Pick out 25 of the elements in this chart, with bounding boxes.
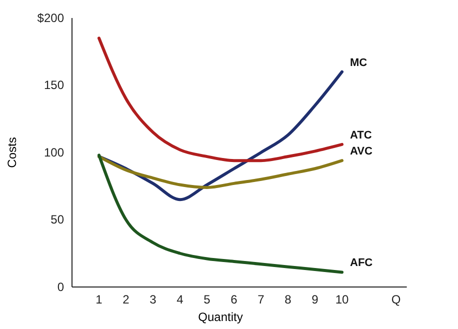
y-tick-label: 100: [44, 145, 64, 160]
x-tick-label: 1: [96, 292, 103, 307]
y-tick-label: $200: [37, 10, 64, 25]
x-tick-label: Q: [391, 292, 401, 307]
y-axis-title: Costs: [5, 137, 19, 168]
x-tick-label: 3: [150, 292, 157, 307]
x-tick-label: 5: [204, 292, 211, 307]
series-label: AFC: [350, 257, 373, 270]
x-axis-title: Quantity: [198, 310, 243, 324]
x-tick-label: 10: [335, 292, 349, 307]
y-tick-label: 50: [50, 212, 64, 227]
x-tick-label: 7: [258, 292, 265, 307]
y-tick-label: 150: [44, 78, 64, 92]
x-tick-label: 8: [284, 292, 292, 307]
x-tick-label: 9: [312, 292, 319, 307]
x-tick-label: 2: [122, 292, 130, 307]
series-label: AVC: [350, 146, 372, 158]
x-tick-label: 4: [176, 292, 184, 307]
line-series: [98, 36, 344, 162]
line-series: [98, 154, 344, 274]
line-series: [98, 155, 344, 189]
x-tick-label: 6: [230, 292, 238, 307]
series-label: MC: [350, 56, 368, 69]
series-label: ATC: [350, 129, 372, 142]
y-tick-label: 0: [57, 280, 64, 294]
